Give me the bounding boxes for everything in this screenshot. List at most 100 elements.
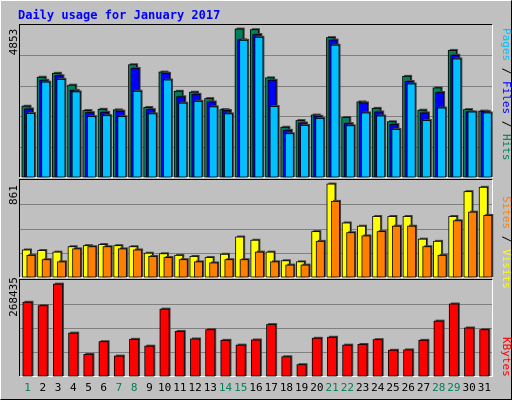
y-label-pages: Pages [500, 28, 512, 61]
pages-bar [376, 115, 386, 178]
kbytes-bar [205, 329, 216, 377]
day-tick-label: 7 [116, 381, 123, 394]
pages-bar [269, 106, 279, 178]
pages-bar [315, 118, 325, 178]
sites-bar [41, 259, 51, 278]
pages-bar [345, 125, 355, 178]
y-label-separator: / [500, 61, 512, 81]
pages-bar [300, 125, 309, 178]
pages-bar [330, 44, 340, 178]
sites-bar [452, 220, 462, 278]
kbytes-bar [266, 324, 277, 377]
kbytes-bar [357, 344, 368, 377]
pages-bar [452, 58, 462, 178]
day-tick-label: 28 [432, 381, 445, 394]
y-label-hits: Hits [500, 134, 512, 161]
kbytes-bar [479, 329, 490, 377]
kbytes-bar [37, 305, 48, 377]
day-tick-label: 20 [310, 381, 323, 394]
kbytes-bar [144, 345, 155, 377]
day-tick-label: 16 [249, 381, 262, 394]
kbytes-bar [311, 337, 322, 377]
day-tick-label: 30 [463, 381, 476, 394]
y-label-separator: / [500, 114, 512, 134]
plot-border-light-1 [19, 179, 493, 278]
sites-bar [468, 211, 477, 278]
sites-bar [117, 248, 127, 278]
sites-bar [26, 254, 36, 278]
day-tick-label: 18 [280, 381, 293, 394]
sites-bar [376, 231, 386, 278]
sites-bar [72, 248, 82, 278]
kbytes-bar [464, 327, 474, 377]
kbytes-bar [98, 341, 109, 377]
sites-bar [346, 232, 356, 278]
kbytes-bar [235, 344, 246, 377]
sites-bar [422, 246, 432, 278]
sites-bar [57, 261, 66, 278]
y-label-visits: Visits [500, 249, 512, 289]
kbytes-bar [418, 339, 429, 377]
day-tick-label: 31 [478, 381, 491, 394]
pages-bar [254, 36, 264, 178]
sites-bar [331, 200, 340, 278]
pages-bar [284, 133, 294, 178]
pages-bar [56, 79, 66, 178]
day-tick-label: 2 [40, 381, 47, 394]
visits-bar [235, 236, 245, 278]
kbytes-bar [129, 338, 139, 377]
pages-bar [102, 115, 112, 178]
day-tick-label: 15 [234, 381, 247, 394]
sites-bar [87, 246, 97, 278]
pages-bar [467, 111, 477, 178]
kbytes-bar [296, 364, 307, 377]
kbytes-bar [113, 355, 124, 377]
kbytes-bar [174, 331, 185, 377]
pages-bar [41, 81, 51, 178]
sites-bar [239, 259, 249, 278]
day-tick-label: 3 [55, 381, 62, 394]
day-tick-label: 4 [70, 381, 77, 394]
y-max-label: 4853 [7, 29, 20, 56]
plot-border-dark-2 [19, 279, 493, 377]
day-tick-label: 22 [341, 381, 354, 394]
day-tick-label: 8 [131, 381, 138, 394]
sites-bar [407, 225, 417, 278]
day-tick-label: 1 [24, 381, 31, 394]
day-tick-label: 25 [386, 381, 399, 394]
day-tick-label: 27 [417, 381, 430, 394]
pages-bar [87, 116, 96, 178]
kbytes-bar [159, 308, 170, 377]
pages-bar [163, 79, 172, 178]
pages-bar [361, 112, 370, 178]
plot-border-light-0 [19, 24, 493, 178]
sites-bar [483, 215, 493, 278]
y-series-label: KBytes [500, 337, 512, 377]
plot-border-dark-0 [19, 24, 493, 178]
pages-bar [421, 120, 431, 178]
y-max-label: 861 [7, 185, 20, 205]
kbytes-bar [220, 339, 231, 377]
sites-bar [437, 254, 447, 278]
y-series-label: Sites / Visits [500, 196, 512, 289]
kbytes-bar [448, 303, 459, 377]
day-tick-label: 23 [356, 381, 369, 394]
kbytes-bar [433, 320, 444, 377]
pages-bar [482, 112, 492, 178]
sites-bar [285, 264, 295, 278]
sites-bar [178, 259, 188, 278]
day-tick-label: 13 [204, 381, 217, 394]
y-series-label: Pages / Files / Hits [500, 28, 512, 161]
plot-border-dark-1 [19, 179, 493, 278]
plot-border-light-2 [19, 279, 493, 377]
sites-bar [315, 240, 325, 278]
day-tick-label: 24 [371, 381, 385, 394]
sites-bar [392, 225, 401, 278]
sites-bar [300, 264, 310, 278]
y-label-files: Files [500, 81, 512, 114]
kbytes-bar [281, 356, 292, 377]
day-tick-label: 9 [146, 381, 153, 394]
sites-bar [102, 246, 112, 278]
